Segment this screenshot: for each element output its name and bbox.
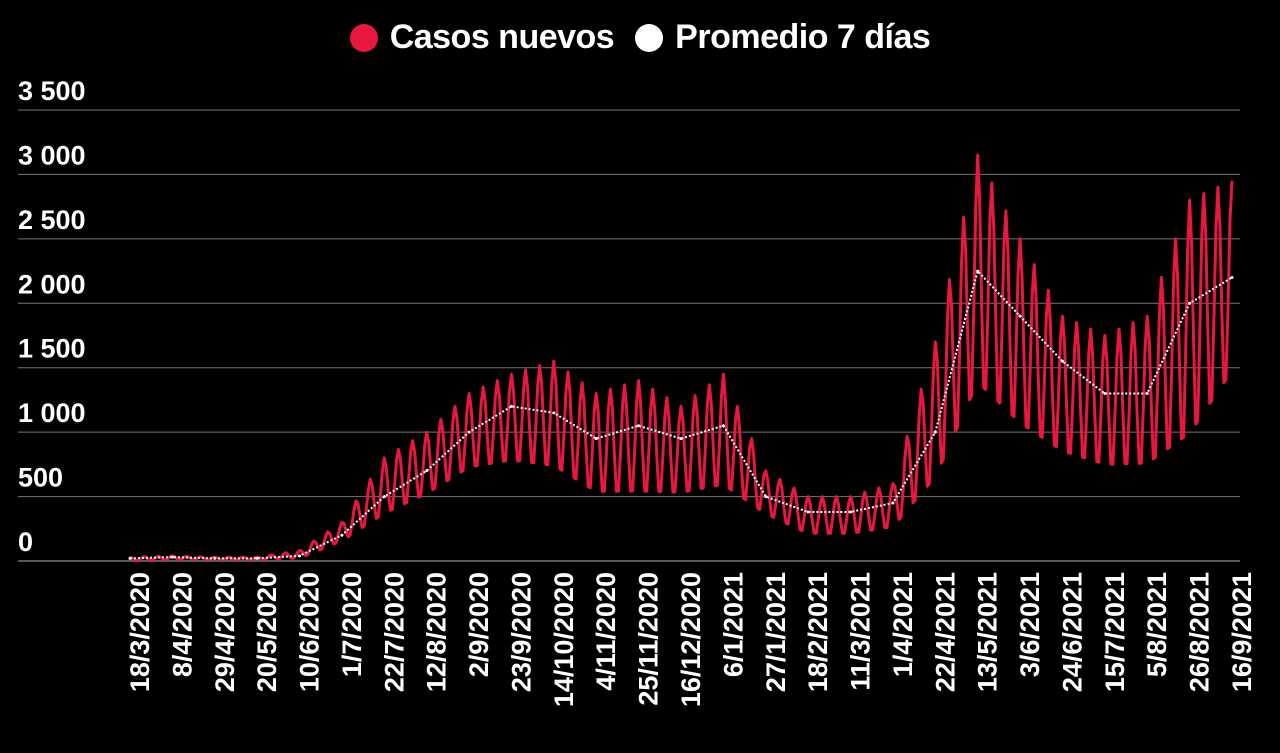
point-promedio: [891, 501, 895, 505]
x-tick-label: 3/6/2021: [1015, 572, 1045, 677]
point-promedio: [1103, 391, 1107, 395]
point-promedio: [721, 424, 725, 428]
x-tick-label: 22/4/2021: [930, 572, 960, 692]
x-tick-label: 14/10/2020: [549, 572, 579, 707]
chart-legend: Casos nuevos Promedio 7 días: [0, 18, 1280, 61]
x-tick-label: 27/1/2021: [761, 572, 791, 692]
x-tick-label: 5/8/2021: [1142, 572, 1172, 677]
y-tick-label: 500: [18, 463, 63, 493]
point-promedio: [594, 437, 598, 441]
x-tick-label: 13/5/2021: [973, 572, 1003, 692]
point-promedio: [213, 556, 217, 560]
y-tick-label: 3 000: [18, 140, 86, 170]
x-tick-label: 12/8/2020: [422, 572, 452, 692]
x-tick-label: 20/5/2020: [252, 572, 282, 692]
x-tick-label: 8/4/2020: [167, 572, 197, 677]
point-promedio: [1018, 314, 1022, 318]
x-tick-label: 1/7/2020: [337, 572, 367, 677]
legend-marker-promedio: [635, 23, 664, 52]
y-tick-label: 1 500: [18, 334, 86, 364]
point-promedio: [933, 430, 937, 434]
point-promedio: [849, 510, 853, 514]
point-promedio: [1060, 359, 1064, 363]
point-promedio: [1145, 391, 1149, 395]
point-promedio: [340, 533, 344, 537]
x-tick-label: 11/3/2021: [846, 572, 876, 691]
series-line-promedio: [129, 269, 1233, 560]
series-line-casos: [129, 153, 1234, 563]
x-axis-ticks: 18/3/2020 8/4/2020 29/4/2020 20/5/2020 10/6/…: [125, 572, 1257, 707]
point-promedio: [425, 469, 429, 473]
x-tick-label: 2/9/2020: [464, 572, 494, 677]
legend-item-casos[interactable]: Casos nuevos: [349, 18, 615, 57]
point-promedio: [679, 437, 683, 441]
y-tick-label: 0: [18, 527, 33, 557]
point-promedio: [382, 495, 386, 499]
point-promedio: [806, 510, 810, 514]
point-promedio: [976, 269, 980, 273]
legend-item-promedio[interactable]: Promedio 7 días: [635, 18, 931, 57]
y-tick-label: 3 500: [18, 76, 86, 106]
x-tick-label: 10/6/2020: [295, 572, 325, 692]
series-group: [128, 153, 1234, 563]
point-promedio: [764, 495, 768, 499]
x-tick-label: 1/4/2021: [888, 572, 918, 677]
x-tick-label: 25/11/2020: [634, 572, 664, 706]
x-tick-label: 18/2/2021: [803, 572, 833, 692]
point-promedio: [637, 424, 641, 428]
x-tick-label: 22/7/2020: [379, 572, 409, 692]
x-tick-label: 23/9/2020: [506, 572, 536, 692]
legend-label-casos: Casos nuevos: [389, 18, 615, 56]
point-promedio: [298, 554, 302, 558]
point-promedio: [1230, 276, 1234, 280]
legend-marker-casos: [349, 23, 378, 52]
x-tick-label: 18/3/2020: [125, 572, 155, 692]
point-promedio: [467, 430, 471, 434]
y-axis-ticks: 0 500 1 000 1 500 2 000 2 500 3 000 3 500: [18, 76, 86, 557]
x-tick-label: 15/7/2021: [1100, 572, 1130, 692]
x-tick-label: 24/6/2021: [1057, 572, 1087, 692]
point-promedio: [255, 556, 259, 560]
x-tick-label: 16/9/2021: [1227, 572, 1257, 692]
legend-label-promedio: Promedio 7 días: [675, 18, 931, 56]
x-tick-label: 29/4/2020: [210, 572, 240, 692]
point-promedio: [552, 411, 556, 415]
point-promedio: [1188, 301, 1192, 305]
point-promedio: [509, 404, 513, 408]
point-promedio: [128, 556, 132, 560]
x-tick-label: 16/12/2020: [676, 572, 706, 707]
y-tick-label: 2 000: [18, 269, 86, 299]
x-tick-label: 4/11/2020: [591, 572, 621, 691]
grid: [18, 109, 1240, 562]
y-tick-label: 2 500: [18, 205, 86, 235]
x-tick-label: 6/1/2021: [718, 572, 748, 677]
x-tick-label: 26/8/2021: [1185, 572, 1215, 692]
point-promedio: [170, 555, 174, 559]
y-tick-label: 1 000: [18, 398, 86, 428]
